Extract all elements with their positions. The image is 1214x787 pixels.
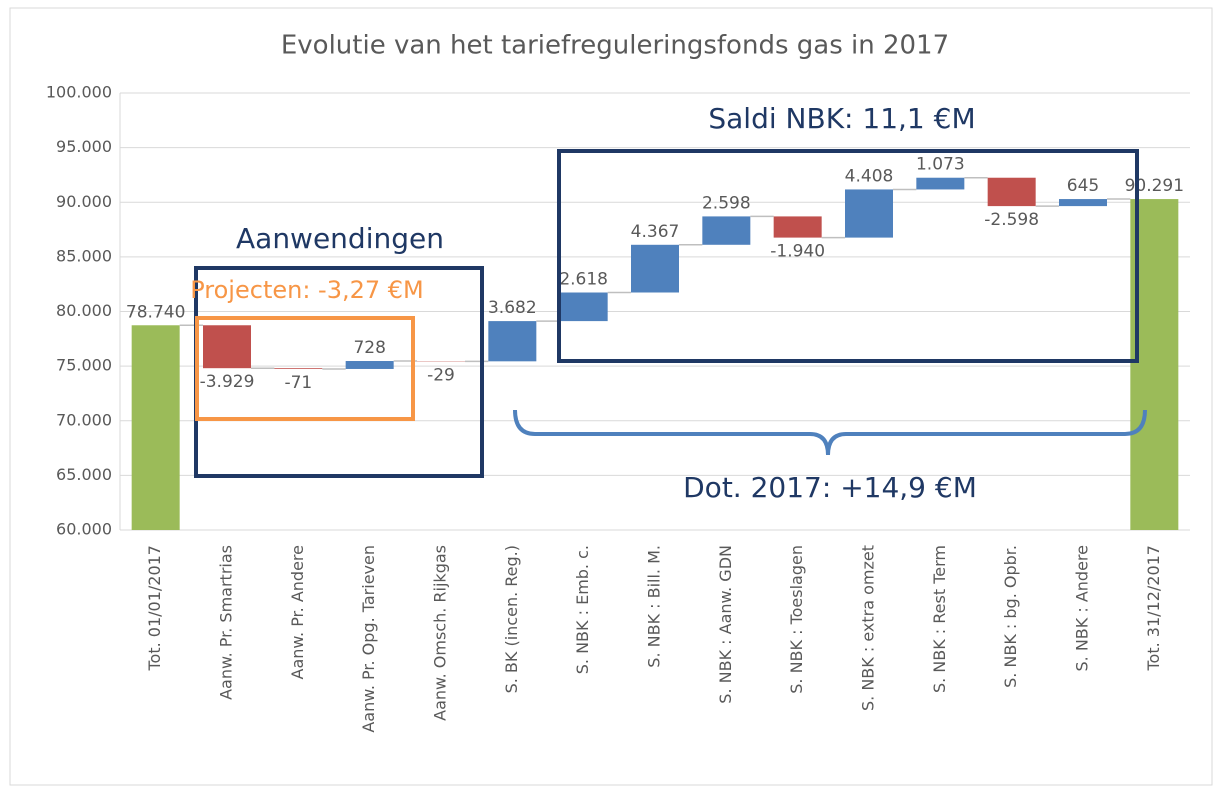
bar (1059, 199, 1107, 207)
y-tick-label: 60.000 (56, 520, 112, 539)
bar (345, 361, 394, 369)
x-tick-label: S. NBK : Bill. M. (645, 545, 664, 668)
x-tick-label: S. NBK : Toeslagen (787, 545, 806, 694)
data-label: 1.073 (916, 155, 965, 175)
data-label: 3.682 (488, 298, 537, 318)
annotation-box (557, 149, 1139, 363)
y-tick-label: 95.000 (56, 137, 112, 156)
y-tick-label: 90.000 (56, 192, 112, 211)
bar (773, 216, 822, 238)
x-tick-label: S. NBK : extra omzet (859, 545, 878, 711)
data-label: 2.598 (702, 193, 751, 213)
data-label: 4.367 (631, 222, 680, 242)
data-label: 4.408 (845, 166, 894, 186)
x-tick-label: S. BK (incen. Reg.) (502, 545, 521, 693)
y-tick-label: 80.000 (56, 301, 112, 320)
annotation: Projecten: -3,27 €M (190, 276, 424, 304)
x-tick-label: S. NBK : bg. Opbr. (1001, 545, 1020, 688)
brace (513, 409, 1147, 456)
bar (916, 177, 965, 190)
data-label: -1.940 (770, 242, 825, 262)
x-tick-label: S. NBK : Andere (1073, 545, 1092, 671)
data-label: 728 (353, 338, 385, 358)
data-label: 645 (1067, 176, 1099, 196)
x-tick-label: Aanw. Pr. Smartrias (217, 545, 236, 700)
chart-frame (9, 7, 1213, 786)
bar (274, 368, 323, 369)
bar (987, 177, 1036, 207)
data-label: 90.291 (1125, 176, 1184, 196)
bar (203, 325, 251, 369)
data-label: 78.740 (126, 302, 185, 322)
data-label: 2.618 (559, 270, 608, 290)
data-label: -2.598 (984, 210, 1039, 230)
y-tick-label: 75.000 (56, 356, 112, 375)
y-tick-label: 70.000 (56, 410, 112, 429)
annotation: Dot. 2017: +14,9 €M (683, 471, 977, 504)
x-tick-label: Tot. 31/12/2017 (1144, 545, 1163, 672)
x-tick-label: S. NBK : Rest Term (930, 545, 949, 693)
data-label: -29 (427, 365, 455, 385)
x-tick-label: S. NBK : Aanw. GDN (716, 545, 735, 704)
data-label: -3.929 (200, 372, 255, 392)
bar (702, 216, 751, 245)
bar (131, 325, 180, 530)
annotation-box (195, 316, 415, 421)
x-tick-label: Aanw. Omsch. Rijkgas (431, 545, 450, 721)
data-label: -71 (284, 373, 312, 393)
y-tick-label: 65.000 (56, 465, 112, 484)
x-tick-label: Aanw. Pr. Opg. Tarieven (359, 545, 378, 733)
y-tick-label: 85.000 (56, 246, 112, 265)
chart-title: Evolutie van het tariefreguleringsfonds … (281, 31, 949, 61)
annotation: Saldi NBK: 11,1 €M (708, 102, 975, 135)
bar (631, 244, 679, 293)
annotation: Aanwendingen (236, 222, 444, 255)
x-tick-label: S. NBK : Emb. c. (573, 545, 592, 674)
bar (559, 292, 608, 322)
x-tick-label: Aanw. Pr. Andere (288, 545, 307, 679)
bar (845, 189, 893, 238)
x-tick-label: Tot. 01/01/2017 (145, 545, 164, 672)
bar (488, 321, 537, 362)
y-tick-label: 100.000 (46, 83, 112, 102)
plot-area: 60.000 65.000 70.000 75.000 80.000 85.000 90.0… (46, 83, 1190, 733)
